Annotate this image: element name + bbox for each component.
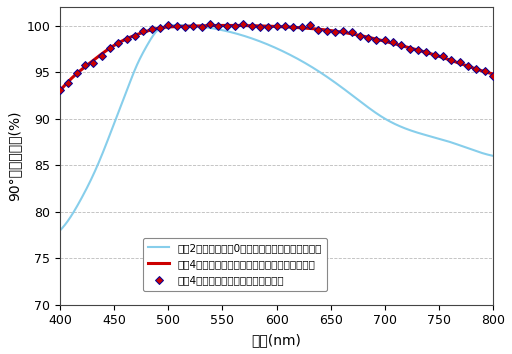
水晶2枚貼り合わせ0次波長板シミュレーション値: [490, 154, 496, 158]
水晶2枚貼り合わせ0次波長板シミュレーション値: [333, 81, 339, 86]
水晶4枚貼り合せ広帯域波長板シミュレーション: [309, 27, 315, 31]
水晶4枚貼り合せ広帯域波長板シミュレーション: [490, 72, 496, 76]
水晶2枚貼り合わせ0次波長板シミュレーション値: [309, 65, 315, 69]
水晶4枚貼り合せ広帯域波長板測定値: [324, 29, 330, 33]
水晶4枚貼り合せ広帯域波長板シミュレーション: [386, 40, 392, 45]
水晶4枚貼り合せ広帯域波長板シミュレーション: [431, 52, 437, 57]
Line: 水晶4枚貼り合せ広帯域波長板シミュレーション: 水晶4枚貼り合せ広帯域波長板シミュレーション: [60, 25, 493, 91]
水晶4枚貼り合せ広帯域波長板測定値: [340, 29, 346, 34]
Line: 水晶2枚貼り合わせ0次波長板シミュレーション値: 水晶2枚貼り合わせ0次波長板シミュレーション値: [60, 25, 493, 230]
水晶4枚貼り合せ広帯域波長板測定値: [174, 24, 180, 28]
水晶4枚貼り合せ広帯域波長板シミュレーション: [321, 28, 327, 32]
水晶2枚貼り合わせ0次波長板シミュレーション値: [175, 23, 181, 27]
水晶4枚貼り合せ広帯域波長板シミュレーション: [333, 29, 339, 33]
Line: 水晶4枚貼り合せ広帯域波長板測定値: 水晶4枚貼り合せ広帯域波長板測定値: [57, 21, 496, 93]
水晶4枚貼り合せ広帯域波長板測定値: [240, 22, 246, 26]
水晶4枚貼り合せ広帯域波長板シミュレーション: [83, 63, 90, 68]
水晶4枚貼り合せ広帯域波長板シミュレーション: [224, 23, 230, 28]
水晶2枚貼り合わせ0次波長板シミュレーション値: [431, 135, 437, 139]
水晶4枚貼り合せ広帯域波長板測定値: [315, 28, 321, 32]
水晶2枚貼り合わせ0次波長板シミュレーション値: [83, 186, 90, 190]
水晶4枚貼り合せ広帯域波長板測定値: [57, 88, 63, 92]
水晶4枚貼り合せ広帯域波長板測定値: [490, 74, 496, 78]
水晶4枚貼り合せ広帯域波長板シミュレーション: [57, 88, 63, 93]
Legend: 水晶2枚貼り合わせ0次波長板シミュレーション値, 水晶4枚貼り合せ広帯域波長板シミュレーション, 水晶4枚貼り合せ広帯域波長板測定値: 水晶2枚貼り合わせ0次波長板シミュレーション値, 水晶4枚貼り合せ広帯域波長板シ…: [143, 238, 327, 291]
水晶2枚貼り合わせ0次波長板シミュレーション値: [57, 228, 63, 233]
X-axis label: 波長(nm): 波長(nm): [251, 333, 302, 347]
水晶2枚貼り合わせ0次波長板シミュレーション値: [386, 119, 392, 123]
水晶4枚貼り合せ広帯域波長板測定値: [449, 58, 455, 62]
Y-axis label: 90°直線偏光率(%): 90°直線偏光率(%): [7, 110, 21, 201]
水晶4枚貼り合せ広帯域波長板測定値: [398, 43, 404, 47]
水晶2枚貼り合わせ0次波長板シミュレーション値: [321, 72, 327, 76]
